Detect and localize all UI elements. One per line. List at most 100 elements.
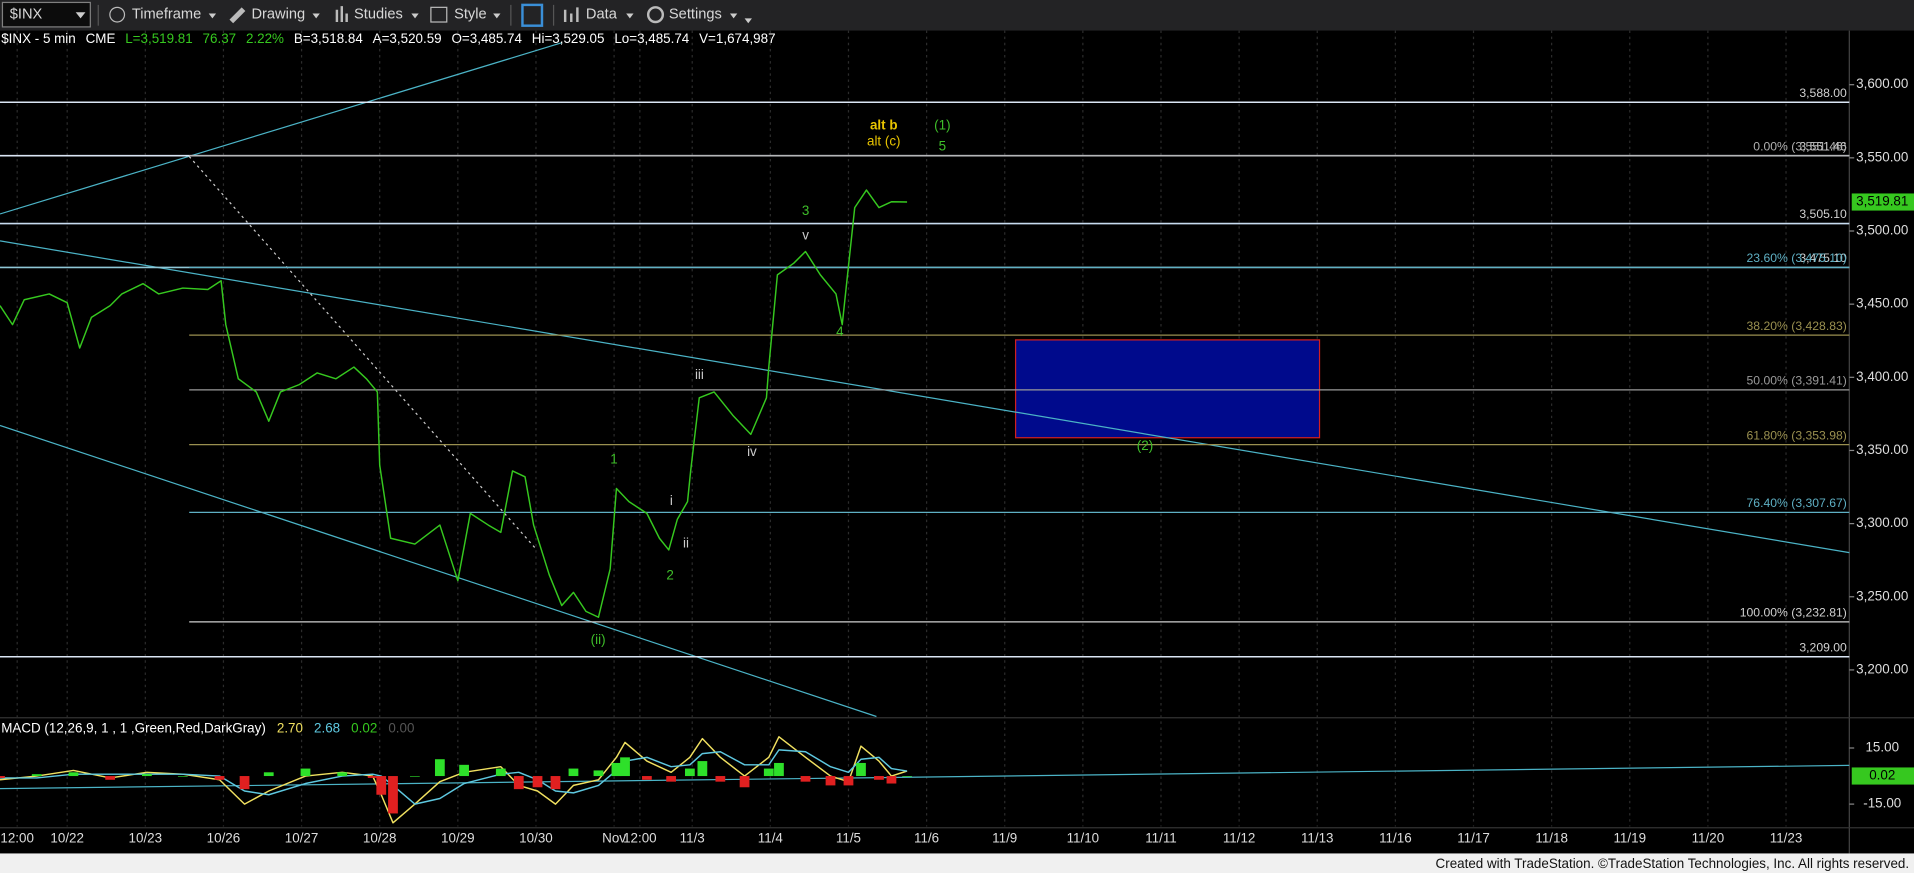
- layout-icon[interactable]: [521, 3, 544, 27]
- x-tick-label: 10/28: [363, 830, 397, 845]
- studies-icon: [335, 6, 348, 23]
- wave-label: 2: [666, 567, 673, 582]
- footer: Created with TradeStation. ©TradeStation…: [1436, 856, 1910, 871]
- horizontal-line-label: 3,588.00: [1799, 86, 1847, 100]
- style-icon: [430, 6, 448, 23]
- dropdown-arrow: [208, 13, 217, 19]
- wave-label: alt b: [870, 117, 898, 132]
- toolbar-item[interactable]: Settings: [669, 7, 722, 23]
- wave-label: v: [802, 228, 809, 243]
- histogram-bar: [843, 776, 854, 786]
- fib-label: 38.20% (3,428.83): [1747, 319, 1847, 333]
- x-tick-label: 10/30: [519, 830, 553, 845]
- histogram-bar: [739, 776, 750, 788]
- histogram-bar: [0, 776, 5, 778]
- toolbar-item[interactable]: Drawing: [251, 7, 305, 23]
- header-item: L=3,519.81: [125, 31, 193, 46]
- x-tick-label: 11/17: [1457, 830, 1490, 845]
- symbol-header: $INX - 5 min CME L=3,519.81 76.37 2.22% …: [1, 31, 775, 46]
- y-tick-label: -15.00: [1863, 796, 1901, 811]
- header-item: 76.37: [203, 31, 237, 46]
- trendline: [0, 424, 877, 718]
- toolbar-item[interactable]: Style: [454, 7, 487, 23]
- header-item: A=3,520.59: [373, 31, 442, 46]
- histogram-bar: [68, 772, 79, 777]
- x-tick-label: 11/11: [1145, 830, 1177, 845]
- y-tick-label: 3,600.00: [1856, 76, 1908, 91]
- histogram-bar: [886, 776, 897, 784]
- wave-label: (2): [1137, 438, 1153, 453]
- wave-label: (1): [934, 117, 950, 132]
- separator: [510, 4, 512, 26]
- y-tick-label: 3,500.00: [1856, 223, 1908, 238]
- footer-bar: [0, 853, 1914, 873]
- header-item: CME: [86, 31, 116, 46]
- header-item: B=3,518.84: [294, 31, 364, 46]
- fib-label: 0.00% (3,551.46): [1753, 139, 1847, 153]
- fib-label: 23.60% (3,475.10): [1747, 251, 1847, 265]
- histogram-bar: [856, 762, 866, 777]
- toolbar-item[interactable]: Timeframe: [132, 7, 201, 23]
- toolbar-item[interactable]: Data: [586, 7, 618, 23]
- histogram-bar: [513, 776, 524, 790]
- fib-label: 100.00% (3,232.81): [1740, 606, 1847, 620]
- x-tick-label: 11/13: [1301, 830, 1334, 845]
- histogram-bar: [141, 774, 152, 777]
- x-tick-label: 11/19: [1613, 830, 1646, 845]
- plot: [0, 189, 912, 824]
- macd-readout: 2.70: [277, 720, 303, 735]
- toolbar-item[interactable]: Studies: [354, 7, 403, 23]
- x-tick-label: 11/4: [758, 830, 784, 845]
- x-tick-label: 11/18: [1535, 830, 1568, 845]
- separator: [552, 4, 555, 26]
- dropdown-arrow: [312, 13, 320, 19]
- histogram-bar: [666, 776, 677, 782]
- y-tick-label: 3,200.00: [1856, 661, 1908, 676]
- wave-label: alt (c): [867, 133, 901, 148]
- histogram-bar: [800, 776, 811, 782]
- y-tick-label: 15.00: [1865, 740, 1899, 755]
- x-tick-label: 10/27: [285, 830, 319, 845]
- dotted-trendline: [188, 156, 538, 551]
- header-item: Lo=3,485.74: [614, 31, 689, 46]
- macd-legend: MACD (12,26,9, 1 , 1 ,Green,Red,DarkGray…: [1, 720, 414, 735]
- header-item: 2.22%: [246, 31, 284, 46]
- histogram-bar: [532, 776, 543, 788]
- header-item: V=1,674,987: [699, 31, 775, 46]
- histogram-bar: [495, 768, 506, 777]
- last-value-label: 0.02: [1869, 768, 1895, 783]
- header-item: $INX - 5 min: [1, 31, 76, 46]
- x-tick-label: 10/23: [129, 830, 163, 845]
- histogram-bar: [774, 762, 784, 777]
- histogram-bar: [214, 776, 225, 780]
- histogram-bar: [684, 768, 695, 777]
- wave-label: 4: [836, 324, 844, 339]
- symbol-box[interactable]: [1, 1, 91, 28]
- dropdown-arrow: [744, 18, 752, 24]
- series-line: [0, 749, 908, 805]
- histogram-bar: [763, 768, 774, 777]
- fib-label: 76.40% (3,307.67): [1747, 496, 1847, 510]
- y-tick-label: 3,400.00: [1856, 369, 1908, 384]
- last-value-label: 3,519.81: [1856, 194, 1908, 209]
- header-item: O=3,485.74: [451, 31, 522, 46]
- horizontal-line-label: 3,505.10: [1799, 207, 1847, 221]
- x-tick-label: 10/29: [441, 830, 475, 845]
- histogram-bar: [550, 776, 561, 790]
- dropdown-arrow: [411, 13, 419, 19]
- horizontal-line-label: 3,551.46: [1799, 139, 1847, 153]
- x-tick-label: 10/26: [207, 830, 241, 845]
- x-tick-label: 11/16: [1379, 830, 1412, 845]
- dropdown-arrow: [626, 13, 634, 19]
- macd-trendline: [0, 764, 1850, 790]
- wave-label: (ii): [591, 632, 606, 647]
- horizontal-line-label: 3,475.10: [1799, 251, 1847, 265]
- fib-label: 61.80% (3,353.98): [1747, 428, 1847, 442]
- separator: [97, 4, 99, 26]
- dropdown-arrow: [493, 13, 501, 19]
- toolbar: [0, 0, 1914, 31]
- last-value-tag: [1851, 767, 1914, 785]
- symbol[interactable]: $INX: [10, 7, 43, 23]
- x-tick-label: 11/10: [1067, 830, 1100, 845]
- series-line: [0, 189, 908, 618]
